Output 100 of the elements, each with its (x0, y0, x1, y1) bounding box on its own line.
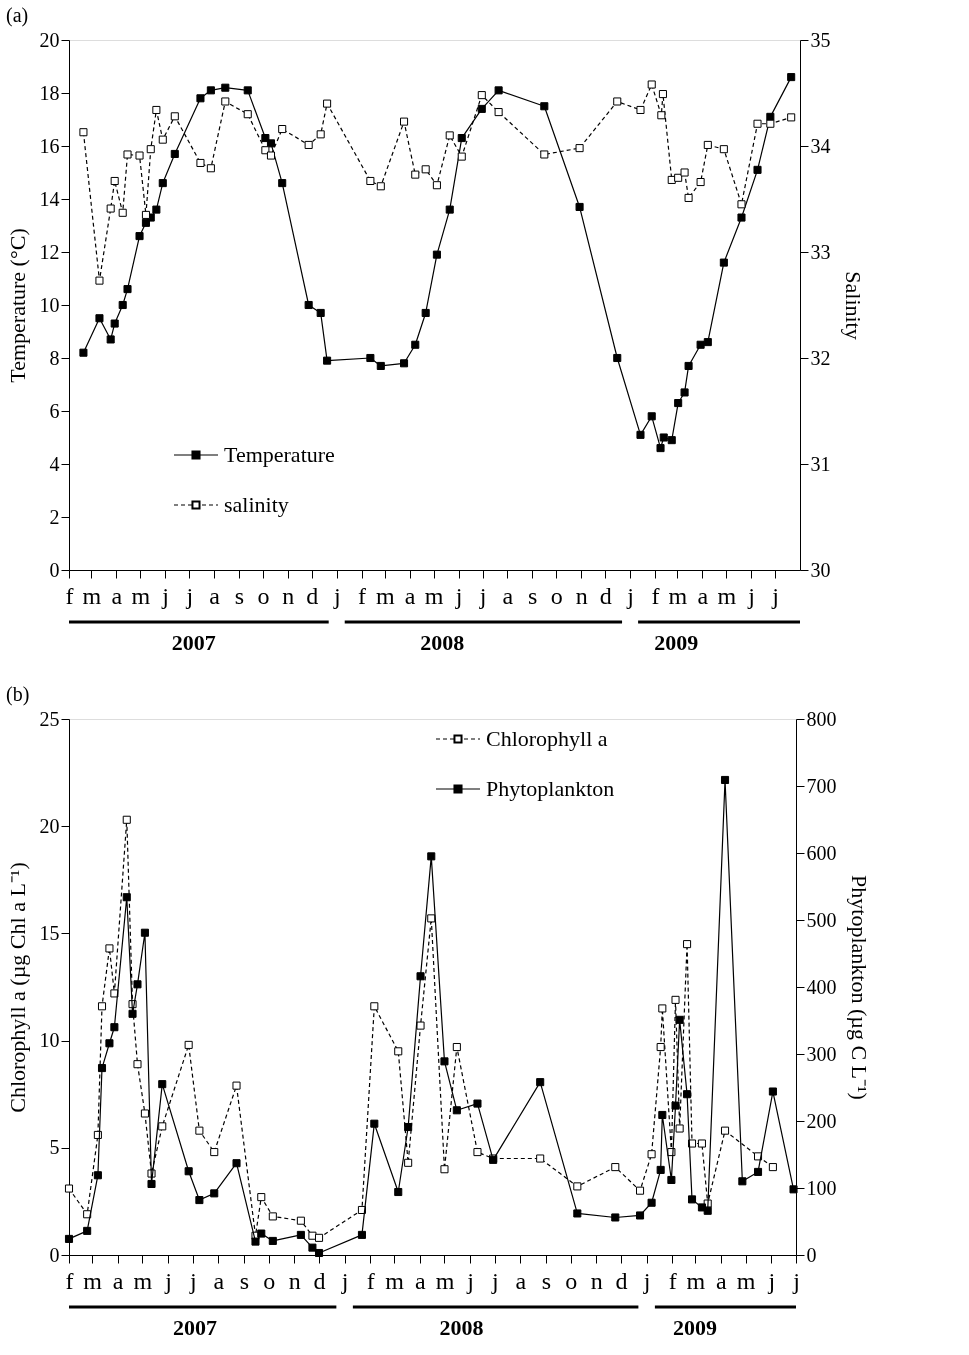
x-tick-label: 2008 (439, 1314, 484, 1340)
text: s (239, 1267, 250, 1294)
text: m (424, 582, 444, 609)
text: j (771, 582, 779, 609)
text: n (575, 582, 588, 609)
text: m (736, 1267, 756, 1294)
text: j (792, 1267, 800, 1294)
y-tick-label: 25 (39, 707, 60, 730)
legend-label: salinity (224, 492, 289, 517)
text: j (478, 582, 487, 609)
y-tick-label: 16 (39, 134, 60, 157)
y2-tick-label: 800 (806, 707, 837, 730)
y-tick-label: 8 (49, 346, 60, 369)
text: a (414, 1267, 426, 1294)
text: j (188, 1267, 197, 1294)
y-tick-label: 20 (39, 28, 60, 51)
text: m (668, 582, 688, 609)
y2-axis-title: Salinity (840, 271, 866, 340)
text: a (112, 1267, 124, 1294)
text: s (234, 582, 245, 609)
y-tick-label: 12 (39, 240, 60, 263)
text: j (454, 582, 463, 609)
text: m (82, 582, 102, 609)
text: j (340, 1267, 349, 1294)
y-tick-label: 20 (39, 814, 60, 837)
legend-label: Phytoplankton (486, 776, 615, 801)
y2-tick-label: 32 (810, 346, 831, 369)
y2-tick-label: 400 (806, 975, 837, 998)
text: f (651, 582, 660, 609)
text: m (375, 582, 395, 609)
text: o (263, 1267, 276, 1294)
y2-tick-label: 30 (810, 558, 831, 581)
y-tick-label: 10 (39, 293, 60, 316)
y2-tick-label: 31 (810, 452, 831, 475)
y2-tick-label: 35 (810, 28, 831, 51)
text: j (164, 1267, 172, 1294)
text: a (111, 582, 123, 609)
text: m (717, 582, 737, 609)
text: n (282, 582, 295, 609)
y-tick-label: 0 (49, 558, 60, 581)
y2-tick-label: 500 (806, 908, 837, 931)
text: f (358, 582, 367, 609)
text: m (83, 1267, 103, 1294)
y-tick-label: 2 (49, 505, 60, 528)
y2-tick-label: 100 (806, 1176, 837, 1199)
y2-axis-title: Phytoplankton (µg C L⁻¹) (846, 875, 872, 1100)
y-tick-label: 6 (49, 399, 60, 422)
y-axis-title: Chlorophyll a (µg Chl a L⁻¹) (4, 862, 30, 1113)
text: j (747, 582, 755, 609)
text: m (131, 582, 151, 609)
y-tick-label: 14 (39, 187, 60, 210)
text: s (541, 1267, 552, 1294)
text: n (288, 1267, 301, 1294)
text: a (502, 582, 514, 609)
x-tick-label: 2007 (172, 1314, 217, 1340)
text: a (716, 1267, 728, 1294)
text: j (767, 1267, 776, 1294)
text: j (466, 1267, 474, 1294)
text: f (65, 1267, 74, 1294)
text: a (697, 582, 709, 609)
y2-tick-label: 200 (806, 1109, 837, 1132)
y-tick-label: 4 (49, 452, 60, 475)
x-tick-label: 2009 (673, 1314, 717, 1340)
text: m (385, 1267, 405, 1294)
y2-tick-label: 600 (806, 841, 837, 864)
text: f (366, 1267, 375, 1294)
text: j (490, 1267, 499, 1294)
text: d (306, 582, 319, 609)
text: a (515, 1267, 527, 1294)
text: m (686, 1267, 706, 1294)
text: n (590, 1267, 603, 1294)
y-tick-label: 10 (39, 1029, 60, 1052)
text: j (161, 582, 170, 609)
x-tick-label: 2009 (654, 629, 699, 655)
text: d (599, 582, 612, 609)
text: j (626, 582, 634, 609)
text: j (185, 582, 194, 609)
text: j (332, 582, 341, 609)
y-tick-label: 0 (49, 1243, 60, 1266)
legend-label: Chlorophyll a (486, 726, 608, 751)
text: m (435, 1267, 455, 1294)
x-tick-label: 2008 (420, 629, 465, 655)
y2-tick-label: 0 (806, 1243, 817, 1266)
text: f (668, 1267, 677, 1294)
x-tick-label: 2007 (171, 629, 216, 655)
text: j (642, 1267, 651, 1294)
text: a (404, 582, 416, 609)
text: m (133, 1267, 153, 1294)
y2-tick-label: 300 (806, 1042, 837, 1065)
y2-tick-label: 33 (810, 240, 831, 263)
y2-tick-label: 700 (806, 774, 837, 797)
text: o (550, 582, 563, 609)
legend-label: Temperature (224, 442, 335, 467)
chart-title: (a) (6, 4, 29, 27)
y-tick-label: 18 (39, 81, 60, 104)
text: a (213, 1267, 225, 1294)
y-tick-label: 5 (49, 1136, 60, 1159)
text: d (313, 1267, 326, 1294)
text: s (528, 582, 538, 609)
text: o (257, 582, 270, 609)
